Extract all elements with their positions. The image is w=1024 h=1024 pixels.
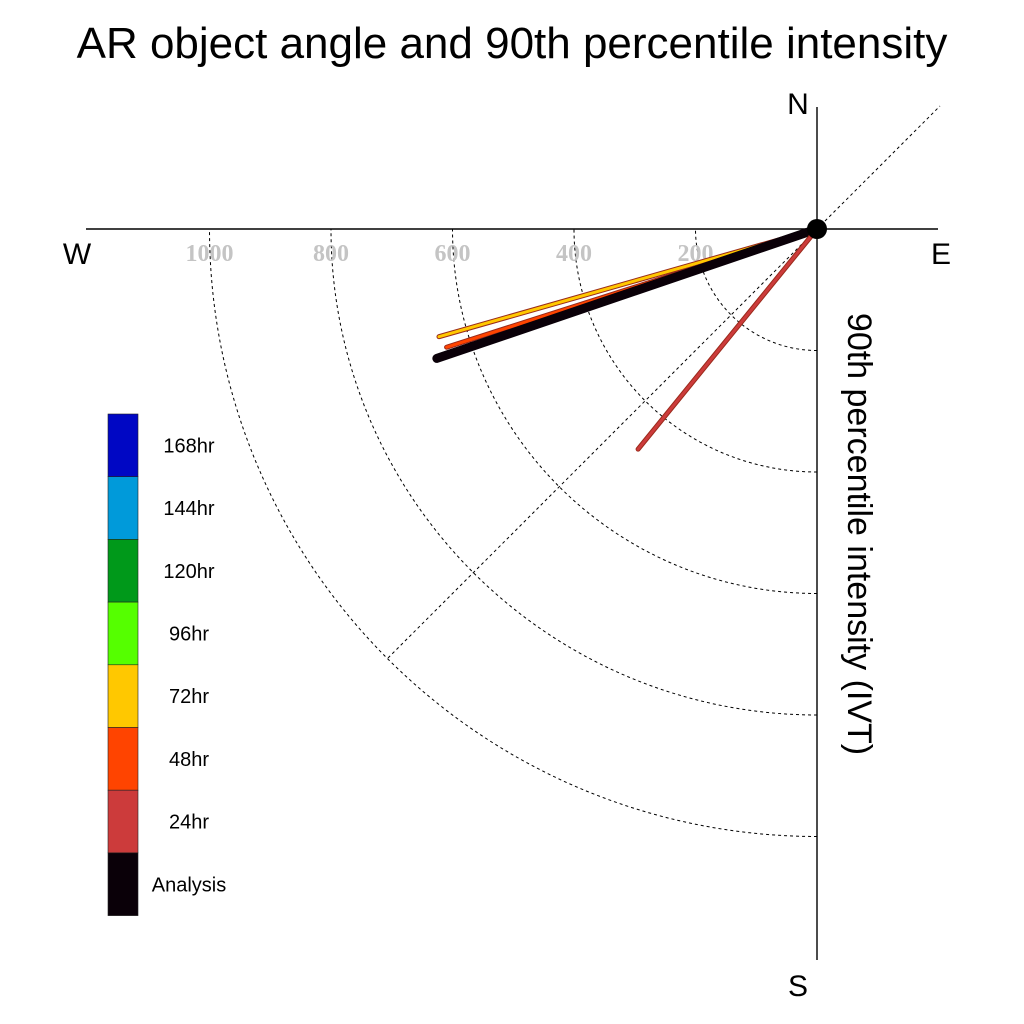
diagonal-guide (387, 105, 941, 659)
legend-swatch-analysis (107, 852, 139, 916)
legend-label-168hr: 168hr (163, 435, 214, 457)
legend-swatch-120hr (107, 539, 139, 603)
grid-arc-1000 (209, 228, 818, 837)
y-axis-label: 90th percentile intensity (IVT) (840, 313, 878, 755)
tick-label-600: 600 (435, 241, 471, 267)
legend-label-48hr: 48hr (169, 749, 209, 771)
legend: 168hr 144hr 120hr 96hr 72hr 48hr 24hr Analysis (107, 413, 226, 916)
legend-label-96hr: 96hr (169, 623, 209, 645)
legend-label-72hr: 72hr (169, 686, 209, 708)
legend-swatch-48hr (107, 727, 139, 791)
origin-point (807, 219, 827, 239)
compass-south: S (788, 970, 808, 1003)
grid-arc-600 (452, 228, 818, 594)
compass-east: E (931, 238, 951, 271)
chart-title: AR object angle and 90th percentile inte… (77, 19, 948, 68)
grid-arc-800 (330, 228, 818, 716)
legend-swatch-144hr (107, 476, 139, 540)
tick-label-800: 800 (313, 241, 349, 267)
vector-series (432, 224, 822, 452)
legend-label-24hr: 24hr (169, 812, 209, 834)
legend-swatch-24hr (107, 789, 139, 854)
legend-swatch-72hr (107, 664, 139, 728)
legend-label-120hr: 120hr (163, 561, 214, 583)
tick-label-1000: 1000 (186, 241, 234, 267)
vector-analysis (432, 224, 822, 363)
vector-24hr (636, 227, 819, 451)
compass-west: W (63, 238, 92, 271)
grid-arc-200 (695, 228, 818, 351)
radial-grid (209, 105, 941, 837)
tick-label-400: 400 (556, 241, 592, 267)
legend-label-144hr: 144hr (163, 498, 214, 520)
compass-north: N (787, 88, 809, 121)
legend-swatch-168hr (107, 413, 139, 478)
legend-label-analysis: Analysis (152, 874, 226, 896)
legend-swatch-96hr (107, 601, 139, 666)
grid-arc-400 (573, 228, 818, 473)
